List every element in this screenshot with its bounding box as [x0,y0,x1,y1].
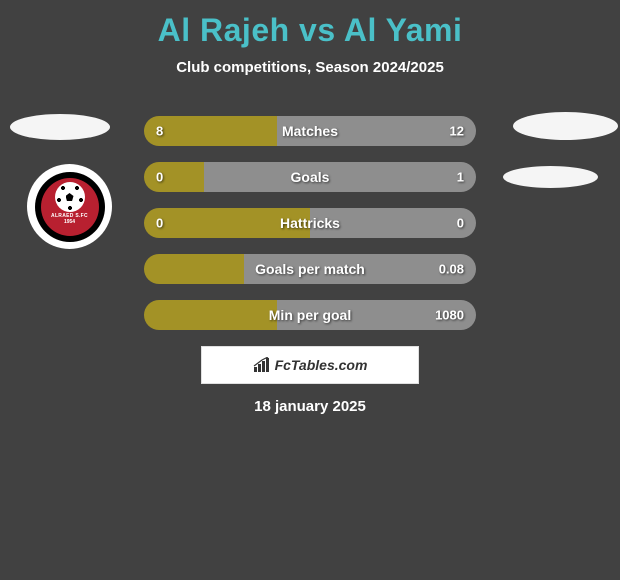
soccer-ball-icon [55,182,85,212]
stat-label: Goals per match [255,261,365,277]
bar-left-fill [144,300,277,330]
stat-label: Matches [282,123,338,139]
stat-left-value: 8 [156,124,163,139]
stat-left-value: 0 [156,216,163,231]
stat-bar-min-per-goal: Min per goal 1080 [144,300,476,330]
bar-left-fill [144,116,277,146]
page-title: Al Rajeh vs Al Yami [0,0,620,49]
stat-right-value: 12 [450,124,464,139]
club-year-text: 1954 [64,219,75,225]
stat-label: Min per goal [269,307,351,323]
decor-ellipse-right-1 [513,112,618,140]
stat-bar-goals-per-match: Goals per match 0.08 [144,254,476,284]
bar-left-fill [144,162,204,192]
date-text: 18 january 2025 [0,398,620,415]
branding-text: FcTables.com [275,357,368,373]
decor-ellipse-right-2 [503,166,598,188]
branding-content: FcTables.com [253,357,368,373]
stat-right-value: 1 [457,170,464,185]
club-badge-inner: ALRAED S.FC 1954 [35,172,105,242]
stat-bar-matches: 8 Matches 12 [144,116,476,146]
stats-area: ALRAED S.FC 1954 8 Matches 12 0 Goals 1 … [0,96,620,415]
club-badge: ALRAED S.FC 1954 [27,164,112,249]
subtitle: Club competitions, Season 2024/2025 [0,59,620,76]
stat-right-value: 0.08 [439,262,464,277]
bars-container: 8 Matches 12 0 Goals 1 0 Hattricks 0 Goa… [144,96,476,330]
stat-bar-goals: 0 Goals 1 [144,162,476,192]
bar-left-fill [144,254,244,284]
stat-label: Goals [291,169,330,185]
bar-chart-icon [253,357,271,373]
bar-right-fill [204,162,476,192]
decor-ellipse-left [10,114,110,140]
branding-box: FcTables.com [201,346,419,384]
stat-right-value: 0 [457,216,464,231]
stat-left-value: 0 [156,170,163,185]
stat-label: Hattricks [280,215,340,231]
stat-bar-hattricks: 0 Hattricks 0 [144,208,476,238]
stat-right-value: 1080 [435,308,464,323]
club-badge-red: ALRAED S.FC 1954 [41,178,99,236]
